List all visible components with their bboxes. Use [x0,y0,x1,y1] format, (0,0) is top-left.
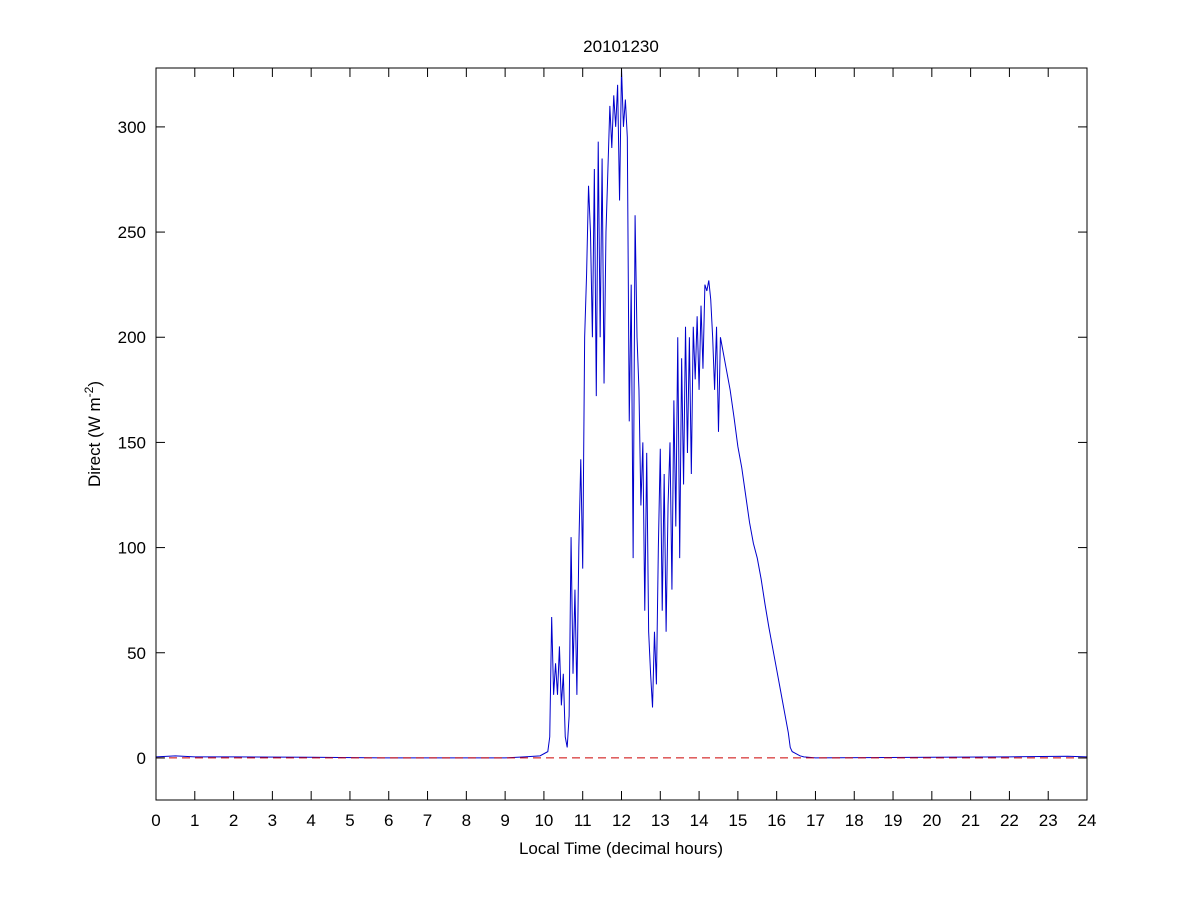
x-tick-label: 10 [534,811,553,830]
x-tick-label: 20 [922,811,941,830]
x-tick-label: 19 [884,811,903,830]
x-tick-label: 17 [806,811,825,830]
x-tick-label: 6 [384,811,393,830]
data-line [155,67,1088,759]
x-tick-label: 14 [690,811,709,830]
x-tick-label: 4 [306,811,315,830]
y-axis-label-sup: -2 [82,386,96,397]
y-tick-label: 250 [118,223,146,242]
x-axis-label: Local Time (decimal hours) [519,839,723,858]
y-tick-label: 100 [118,539,146,558]
x-tick-label: 7 [423,811,432,830]
x-tick-label: 22 [1000,811,1019,830]
x-tick-label: 9 [500,811,509,830]
x-tick-label: 13 [651,811,670,830]
x-tick-label: 11 [574,811,592,830]
x-tick-label: 23 [1039,811,1058,830]
x-tick-label: 2 [229,811,238,830]
x-tick-label: 1 [190,811,199,830]
x-tick-label: 0 [151,811,160,830]
x-tick-label: 12 [612,811,631,830]
y-tick-label: 150 [118,433,146,452]
y-axis-label: Direct (W m-2) [82,381,104,487]
y-tick-label: 0 [137,749,146,768]
y-tick-label: 300 [118,118,146,137]
x-tick-label: 21 [961,811,980,830]
x-tick-label: 8 [462,811,471,830]
x-tick-label: 3 [268,811,277,830]
x-tick-label: 15 [728,811,747,830]
x-tick-label: 16 [767,811,786,830]
x-tick-label: 24 [1078,811,1097,830]
y-axis-label-main: Direct (W m [85,397,104,487]
x-tick-label: 18 [845,811,864,830]
chart-title: 20101230 [583,37,659,56]
y-tick-label: 200 [118,328,146,347]
x-tick-label: 5 [345,811,354,830]
y-axis-label-end: ) [85,381,104,387]
y-tick-label: 50 [127,644,146,663]
